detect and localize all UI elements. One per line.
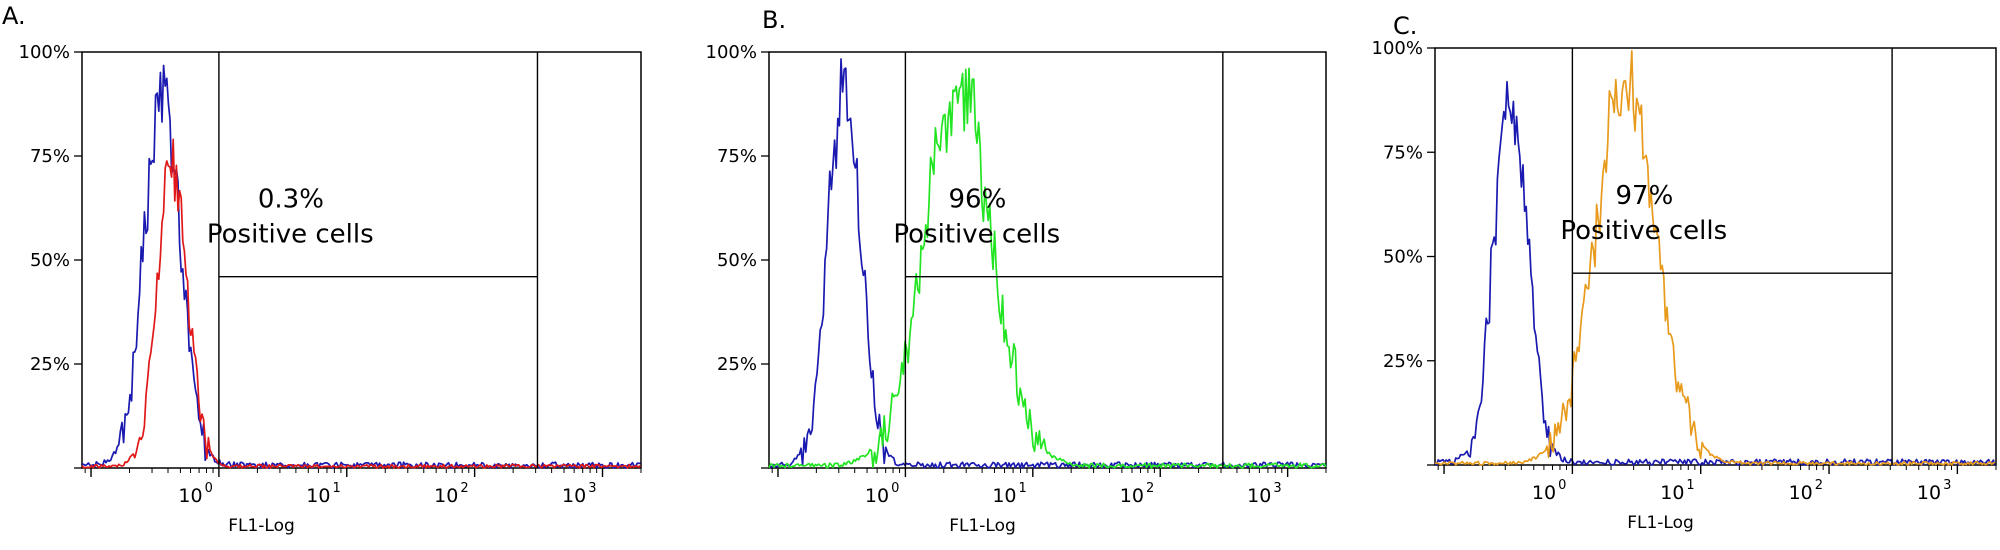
gate-label: Positive cells [1560,216,1727,246]
gate-percent: 0.3% [258,185,324,215]
panel-letter: B. [762,6,786,34]
x-tick-label: 10 1 [992,481,1026,507]
x-tick-label: 10 2 [434,481,468,507]
x-tick-label: 10 0 [1532,478,1566,504]
plot-frame [81,51,642,469]
panel-letter: A. [2,2,26,30]
x-tick-label: 10 0 [178,481,212,507]
panel-2: B. 25% 50% 75% 100% 10 0 10 1 10 2 10 3 FL1-Log 96% Pos… [706,6,1327,536]
y-tick-label: 75% [1383,142,1423,163]
histogram-line-sample-a [81,138,642,469]
y-tick-label: 75% [30,146,70,167]
y-tick-label: 100% [706,42,757,63]
panel-3: C. 25% 50% 75% 100% 10 0 10 1 10 2 10 3 FL1-Log 97% Pos… [1372,12,1997,533]
plot-frame [1434,47,1997,466]
x-tick-label: 10 0 [865,481,899,507]
gate-percent: 96% [949,185,1007,215]
x-tick-label: 10 3 [562,481,596,507]
gate-label: Positive cells [893,220,1060,250]
y-tick-label: 100% [1372,38,1423,59]
histogram-line-control [81,64,641,469]
y-tick-label: 50% [30,250,70,271]
x-axis-label: FL1-Log [949,516,1016,536]
panel-letter: C. [1393,12,1417,40]
y-tick-label: 75% [717,146,757,167]
x-tick-label: 10 1 [306,481,340,507]
y-tick-label: 50% [717,250,757,271]
y-tick-label: 100% [19,42,70,63]
histogram-line-control [1434,80,1996,466]
histogram-line-control [768,58,1327,469]
histogram-line-sample-b [768,67,1327,469]
x-tick-label: 10 3 [1247,481,1281,507]
y-tick-label: 25% [717,354,757,375]
x-tick-label: 10 3 [1917,478,1951,504]
panel-1: A. 25% 50% 75% 100% 10 0 10 1 10 2 10 3 FL1-Log 0.3% Po… [2,2,642,536]
x-tick-label: 10 1 [1660,478,1694,504]
y-tick-label: 25% [1383,351,1423,372]
plot-frame [768,51,1327,469]
x-axis-label: FL1-Log [228,516,295,536]
x-axis-label: FL1-Log [1627,513,1694,533]
gate-label: Positive cells [207,220,374,250]
x-tick-label: 10 2 [1120,481,1154,507]
x-tick-label: 10 2 [1789,478,1823,504]
gate-percent: 97% [1615,181,1673,211]
histogram-line-sample-c [1434,50,1996,466]
y-tick-label: 25% [30,354,70,375]
y-tick-label: 50% [1383,247,1423,268]
